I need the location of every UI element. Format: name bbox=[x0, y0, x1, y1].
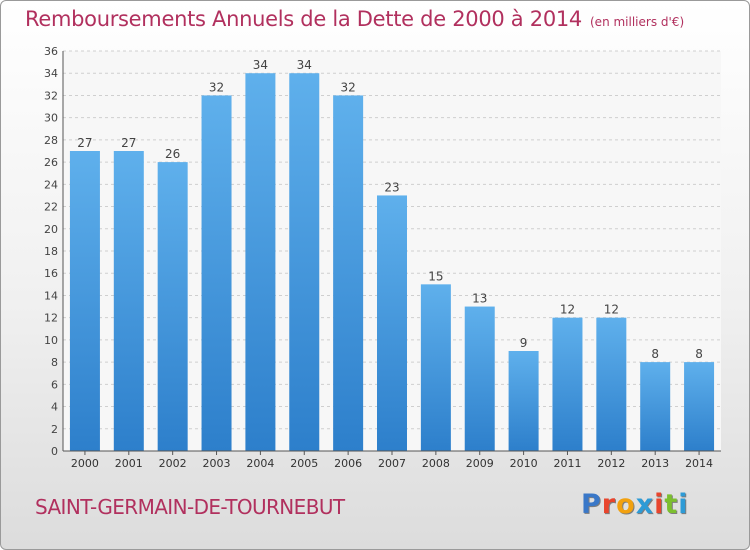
data-label: 8 bbox=[651, 347, 659, 361]
y-tick-label: 0 bbox=[51, 445, 58, 458]
y-tick-label: 8 bbox=[51, 356, 58, 369]
bar-2012 bbox=[596, 317, 627, 451]
x-tick-label: 2010 bbox=[510, 457, 538, 470]
bar-2001 bbox=[113, 151, 144, 451]
logo-letter: r bbox=[601, 489, 617, 520]
y-tick-label: 4 bbox=[51, 401, 58, 414]
logo-letter: x bbox=[635, 489, 655, 520]
x-tick-label: 2004 bbox=[246, 457, 274, 470]
x-tick-label: 2013 bbox=[641, 457, 669, 470]
logo-letter: i bbox=[654, 489, 665, 520]
logo-letter: i bbox=[678, 489, 689, 520]
data-label: 13 bbox=[472, 292, 487, 306]
y-tick-label: 30 bbox=[44, 112, 58, 125]
bar-2004 bbox=[245, 73, 276, 451]
data-label: 32 bbox=[209, 80, 224, 94]
logo-letter: P bbox=[581, 489, 602, 520]
logo-letter: t bbox=[664, 489, 679, 520]
data-label: 34 bbox=[297, 58, 312, 72]
data-label: 23 bbox=[384, 180, 399, 194]
bar-2003 bbox=[201, 95, 232, 451]
data-label: 26 bbox=[165, 147, 180, 161]
bar-2007 bbox=[377, 195, 407, 451]
y-tick-label: 18 bbox=[44, 245, 58, 258]
y-tick-label: 10 bbox=[44, 334, 58, 347]
bar-2014 bbox=[684, 362, 715, 451]
x-tick-label: 2005 bbox=[290, 457, 318, 470]
y-tick-label: 36 bbox=[44, 45, 58, 58]
unit-note: (en milliers d'€) bbox=[590, 15, 685, 29]
y-tick-label: 14 bbox=[44, 289, 58, 302]
x-tick-label: 2003 bbox=[203, 457, 231, 470]
y-tick-label: 28 bbox=[44, 134, 58, 147]
x-tick-label: 2012 bbox=[597, 457, 625, 470]
y-tick-label: 2 bbox=[51, 423, 58, 436]
y-tick-label: 26 bbox=[44, 156, 58, 169]
x-tick-label: 2006 bbox=[334, 457, 362, 470]
y-tick-label: 32 bbox=[44, 89, 58, 102]
y-tick-label: 12 bbox=[44, 312, 58, 325]
bar-2000 bbox=[69, 151, 100, 451]
data-label: 8 bbox=[695, 347, 703, 361]
bar-2013 bbox=[640, 362, 671, 451]
y-tick-label: 24 bbox=[44, 178, 58, 191]
y-tick-label: 6 bbox=[51, 378, 58, 391]
x-tick-label: 2007 bbox=[378, 457, 406, 470]
data-label: 34 bbox=[253, 58, 268, 72]
x-tick-label: 2014 bbox=[685, 457, 713, 470]
x-tick-label: 2000 bbox=[71, 457, 99, 470]
proxiti-logo: Proxiti bbox=[581, 489, 689, 520]
chart-title-text: Remboursements Annuels de la Dette de 20… bbox=[25, 7, 582, 31]
bar-2005 bbox=[289, 73, 320, 451]
data-label: 12 bbox=[560, 303, 575, 317]
data-label: 15 bbox=[428, 269, 443, 283]
data-label: 9 bbox=[520, 336, 528, 350]
bar-2002 bbox=[157, 162, 188, 451]
chart-title: Remboursements Annuels de la Dette de 20… bbox=[25, 7, 684, 31]
x-tick-label: 2011 bbox=[553, 457, 581, 470]
data-label: 27 bbox=[77, 136, 92, 150]
x-tick-label: 2001 bbox=[115, 457, 143, 470]
bar-2008 bbox=[420, 284, 451, 451]
bar-2006 bbox=[333, 95, 364, 451]
data-label: 27 bbox=[121, 136, 136, 150]
x-tick-label: 2008 bbox=[422, 457, 450, 470]
data-label: 12 bbox=[604, 303, 619, 317]
x-tick-label: 2002 bbox=[159, 457, 187, 470]
y-tick-label: 34 bbox=[44, 67, 58, 80]
y-tick-label: 22 bbox=[44, 201, 58, 214]
bar-2011 bbox=[552, 317, 583, 451]
data-label: 32 bbox=[340, 80, 355, 94]
bar-2010 bbox=[508, 351, 539, 451]
commune-name: SAINT-GERMAIN-DE-TOURNEBUT bbox=[35, 495, 345, 519]
bar-2009 bbox=[464, 306, 495, 451]
y-tick-label: 16 bbox=[44, 267, 58, 280]
x-tick-label: 2009 bbox=[466, 457, 494, 470]
y-tick-label: 20 bbox=[44, 223, 58, 236]
logo-letter: o bbox=[616, 489, 636, 520]
